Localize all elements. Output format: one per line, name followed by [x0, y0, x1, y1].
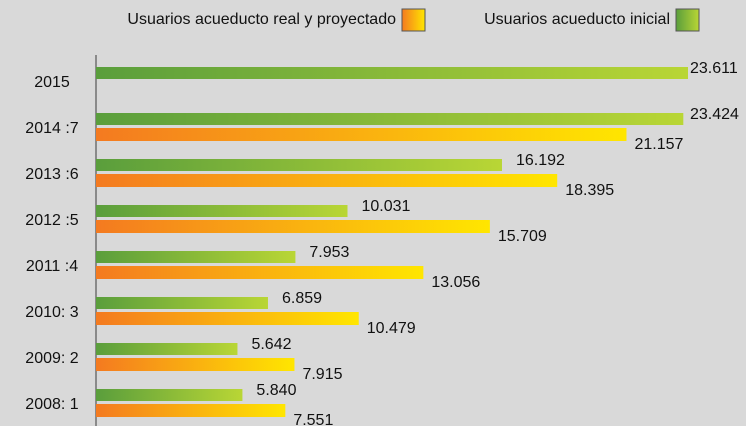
bar [96, 404, 286, 417]
y-tick-label: 2012 :5 [25, 212, 78, 229]
value-label: 7.551 [293, 412, 333, 426]
y-tick-label: 2010: 3 [25, 304, 78, 321]
bar [96, 174, 558, 187]
value-label: 21.157 [634, 136, 683, 153]
value-label: 5.840 [256, 382, 296, 399]
bar [96, 297, 268, 309]
value-label: 5.642 [251, 336, 291, 353]
value-label: 7.915 [302, 366, 342, 383]
value-label: 7.953 [309, 244, 349, 261]
bar [96, 128, 627, 141]
bar [96, 67, 688, 79]
bar [96, 266, 424, 279]
y-tick-label: 2011 :4 [26, 258, 78, 275]
bar [96, 312, 359, 325]
value-label: 10.031 [362, 198, 411, 215]
value-label: 23.611 [690, 60, 738, 77]
legend-swatch [675, 8, 700, 32]
y-tick-label: 2009: 2 [25, 350, 78, 367]
value-label: 18.395 [565, 182, 614, 199]
bar [96, 358, 295, 371]
legend-label: Usuarios acueducto real y proyectado [127, 11, 396, 28]
bar [96, 159, 502, 171]
value-label: 10.479 [367, 320, 416, 337]
legend-swatch [401, 8, 426, 32]
legend-label: Usuarios acueducto inicial [484, 11, 670, 28]
value-label: 6.859 [282, 290, 322, 307]
value-label: 13.056 [431, 274, 480, 291]
value-label: 23.424 [690, 106, 739, 123]
bar [96, 205, 348, 217]
bar [96, 220, 490, 233]
bar [96, 389, 243, 401]
y-tick-label: 2014 :7 [25, 120, 78, 137]
bar [96, 113, 684, 125]
bar [96, 343, 238, 355]
value-label: 16.192 [516, 152, 565, 169]
y-tick-label: 2015 [34, 74, 70, 91]
value-label: 15.709 [498, 228, 547, 245]
bar [96, 251, 296, 263]
y-tick-label: 2008: 1 [25, 396, 78, 413]
y-tick-label: 2013 :6 [25, 166, 78, 183]
